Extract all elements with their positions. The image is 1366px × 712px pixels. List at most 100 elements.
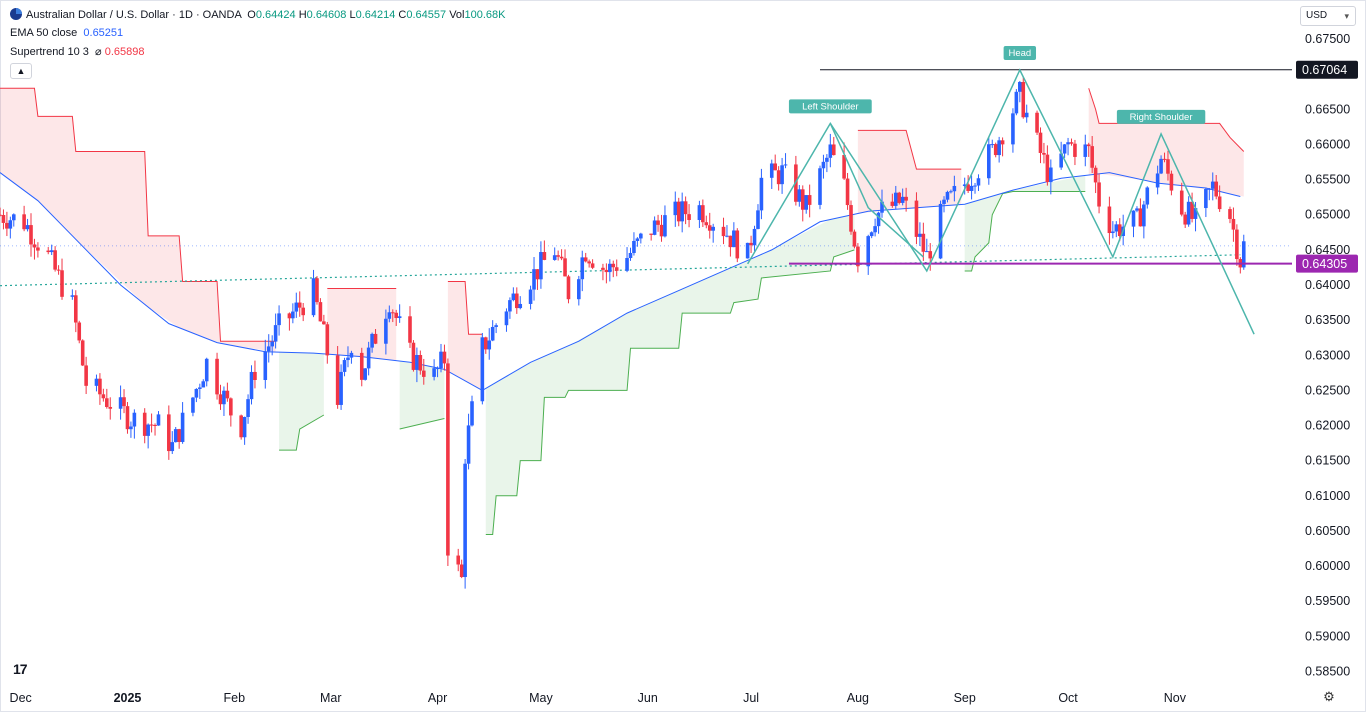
- candle-body: [945, 191, 950, 200]
- supertrend-line: [279, 414, 325, 451]
- candle-body: [1193, 208, 1198, 219]
- candle-body: [1204, 189, 1208, 209]
- candle-body: [656, 220, 660, 225]
- candle-body: [222, 390, 226, 405]
- candle-body: [721, 226, 726, 237]
- supertrend-fill: [399, 361, 445, 430]
- candle-body: [756, 210, 760, 229]
- candle-body: [1042, 152, 1046, 155]
- candle-body: [439, 351, 443, 369]
- candle-body: [1190, 201, 1194, 219]
- candle-body: [893, 192, 898, 206]
- candle-body: [415, 354, 419, 370]
- hidden-flag-icon: ⌀: [95, 46, 102, 58]
- candle-body: [687, 214, 691, 220]
- candle-body: [77, 322, 82, 341]
- supertrend-fill: [327, 288, 397, 361]
- candle-body: [397, 316, 402, 319]
- symbol-title: Australian Dollar / U.S. Dollar · 1D · O…: [26, 9, 242, 21]
- candle-body: [1241, 241, 1246, 268]
- candle-body: [776, 170, 781, 185]
- supertrend-legend[interactable]: Supertrend 10 3 ⌀ 0.65898: [10, 45, 144, 58]
- candle-body: [73, 295, 78, 323]
- candle-body: [590, 263, 595, 268]
- candle-body: [339, 371, 343, 405]
- supertrend-line: [447, 280, 483, 335]
- candle-body: [98, 378, 102, 395]
- candle-body: [849, 205, 853, 232]
- candle-body: [842, 155, 846, 179]
- candle-body: [749, 242, 753, 246]
- candle-body: [783, 164, 788, 166]
- supertrend-fill: [0, 88, 276, 353]
- supertrend-fill: [279, 352, 324, 451]
- candle-body: [563, 258, 567, 277]
- candle-body: [1086, 144, 1091, 147]
- candle-body: [904, 196, 908, 201]
- candle-body: [880, 201, 884, 213]
- candle-body: [701, 205, 705, 223]
- candle-body: [952, 185, 957, 192]
- candle-body: [1038, 132, 1043, 153]
- supertrend-fill: [1088, 88, 1244, 197]
- candle-body: [432, 368, 436, 377]
- symbol-legend[interactable]: Australian Dollar / U.S. Dollar · 1D · O…: [10, 8, 505, 21]
- candle-body: [969, 185, 974, 191]
- candle-body: [277, 313, 281, 326]
- candle-body: [769, 163, 774, 178]
- candle-body: [504, 311, 509, 326]
- tradingview-logo[interactable]: 17: [13, 661, 28, 677]
- candle-body: [852, 231, 857, 247]
- pattern-label-bg: [788, 99, 872, 114]
- supertrend-line: [399, 418, 445, 430]
- price-label-bg: [1296, 254, 1358, 273]
- candle-body: [866, 236, 871, 267]
- candle-body: [311, 278, 316, 316]
- candle-body: [204, 358, 209, 382]
- candle-body: [1018, 82, 1022, 92]
- candle-body: [918, 233, 922, 237]
- candle-body: [608, 263, 612, 273]
- y-axis-tick-label: 0.64000: [1305, 278, 1350, 292]
- candle-body: [273, 325, 278, 342]
- y-axis-tick-label: 0.65500: [1305, 173, 1350, 187]
- candle-body: [725, 235, 729, 237]
- candle-body: [287, 313, 292, 319]
- candle-body: [976, 178, 981, 186]
- candle-body: [735, 230, 740, 259]
- candle-body: [194, 388, 199, 398]
- candle-body: [556, 255, 560, 257]
- pattern-label-bg: [1003, 45, 1037, 60]
- candle-body: [639, 233, 643, 239]
- candle-body: [625, 258, 629, 271]
- pattern-label-bg: [1116, 109, 1206, 124]
- gear-icon[interactable]: ⚙: [1323, 689, 1335, 704]
- y-axis-tick-label: 0.60500: [1305, 524, 1350, 538]
- candle-body: [1, 215, 6, 223]
- volume-value: 100.68K: [464, 9, 506, 21]
- candle-body: [180, 412, 185, 442]
- candle-body: [25, 225, 30, 230]
- legend-collapse-button[interactable]: ▲: [10, 63, 32, 79]
- candle-body: [349, 352, 354, 358]
- candle-body: [297, 302, 302, 308]
- candle-body: [390, 312, 395, 314]
- supertrend-line: [485, 249, 855, 535]
- y-axis-tick-label: 0.60000: [1305, 559, 1350, 573]
- candle-body: [1107, 206, 1112, 234]
- candle-body: [559, 256, 564, 259]
- candle-body: [1142, 204, 1146, 227]
- candle-body: [5, 222, 9, 229]
- candle-body: [1097, 182, 1101, 207]
- candle-body: [652, 220, 657, 235]
- swing-line[interactable]: [829, 123, 924, 258]
- candle-body: [315, 278, 319, 303]
- candle-body: [122, 397, 126, 407]
- candle-body: [759, 177, 764, 211]
- ema-legend[interactable]: EMA 50 close 0.65251: [10, 27, 123, 39]
- supertrend-indicator-name: Supertrend 10 3: [10, 46, 89, 58]
- currency-select[interactable]: USD ▾: [1300, 6, 1356, 26]
- candle-body: [1073, 143, 1077, 157]
- candle-body: [732, 230, 736, 248]
